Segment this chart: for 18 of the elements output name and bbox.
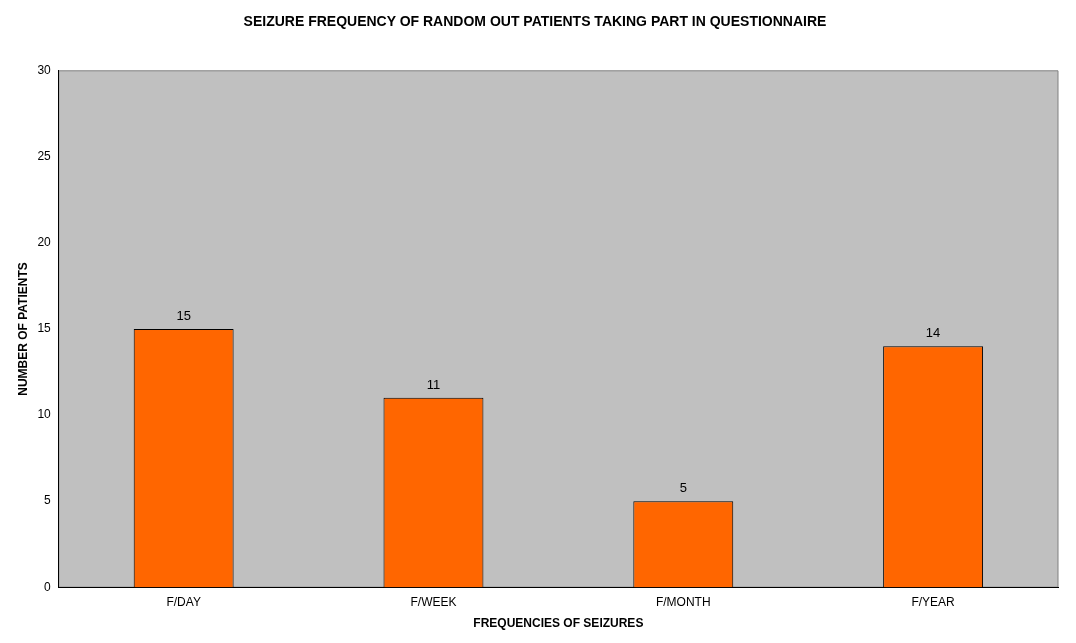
y-axis-title: NUMBER OF PATIENTS	[15, 262, 30, 396]
y-tick-label: 20	[37, 235, 52, 250]
x-tick-label: F/YEAR	[911, 594, 956, 609]
data-label: 11	[426, 376, 441, 392]
x-tick-label: F/WEEK	[410, 594, 457, 609]
data-label: 14	[925, 325, 941, 341]
y-tick-label: 15	[37, 321, 52, 336]
chart-title: SEIZURE FREQUENCY OF RANDOM OUT PATIENTS TAKING PART IN QUESTIONNAIRE	[243, 13, 827, 30]
y-tick-label: 10	[37, 407, 52, 422]
data-label: 5	[679, 480, 687, 496]
y-tick-label: 30	[37, 63, 52, 78]
x-tick-label: F/DAY	[166, 594, 201, 609]
data-label: 15	[176, 308, 191, 324]
x-axis-title: FREQUENCIES OF SEIZURES	[473, 616, 644, 631]
y-tick-label: 5	[44, 493, 52, 508]
y-tick-label: 25	[37, 149, 52, 164]
x-tick-label: F/MONTH	[655, 594, 711, 609]
y-tick-label: 0	[44, 579, 52, 594]
